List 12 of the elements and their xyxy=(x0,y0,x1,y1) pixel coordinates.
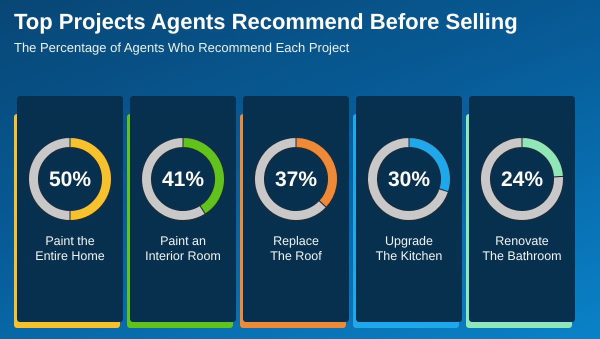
text: Top Projects Agents Recommend Before Selling xyxy=(14,8,519,36)
text: Paint the Entire Home xyxy=(34,234,106,264)
text: 50% xyxy=(48,168,92,191)
text: 24% xyxy=(500,168,544,191)
text: Replace The Roof xyxy=(269,234,323,264)
text: 41% xyxy=(162,168,204,191)
text: Renovate The Bathroom xyxy=(481,234,563,264)
text: Paint an Interior Room xyxy=(144,234,222,264)
text: The Percentage of Agents Who Recommend Each Project xyxy=(14,40,350,56)
text: 30% xyxy=(388,168,430,191)
text: 37% xyxy=(274,168,318,191)
text: Upgrade The Kitchen xyxy=(374,234,444,264)
